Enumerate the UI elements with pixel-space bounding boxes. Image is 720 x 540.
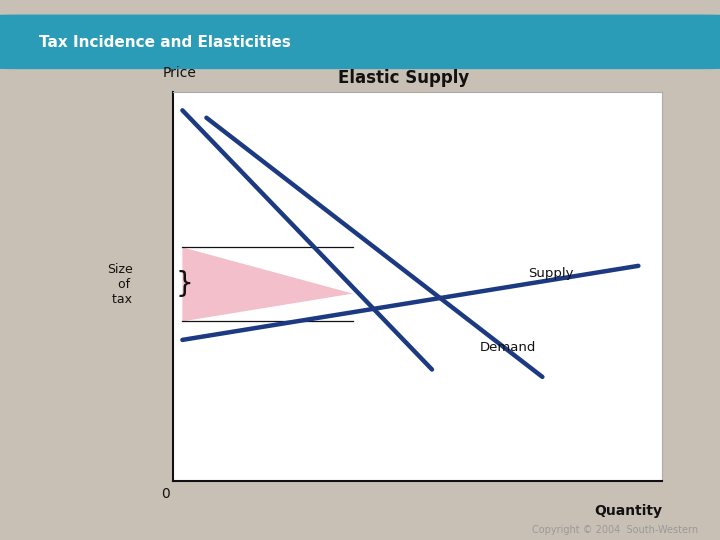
Text: }: } (175, 271, 193, 298)
FancyBboxPatch shape (0, 15, 720, 69)
Text: 0: 0 (161, 487, 170, 501)
Text: Supply: Supply (528, 267, 574, 280)
Text: Elastic Supply: Elastic Supply (338, 69, 469, 87)
Text: Price: Price (163, 66, 197, 80)
Text: Copyright © 2004  South-Western: Copyright © 2004 South-Western (532, 524, 698, 535)
Text: Size
  of
 tax: Size of tax (107, 263, 133, 306)
Text: Quantity: Quantity (595, 504, 662, 518)
Text: Tax Incidence and Elasticities: Tax Incidence and Elasticities (39, 35, 290, 50)
Text: Demand: Demand (480, 341, 536, 354)
Polygon shape (182, 247, 353, 321)
